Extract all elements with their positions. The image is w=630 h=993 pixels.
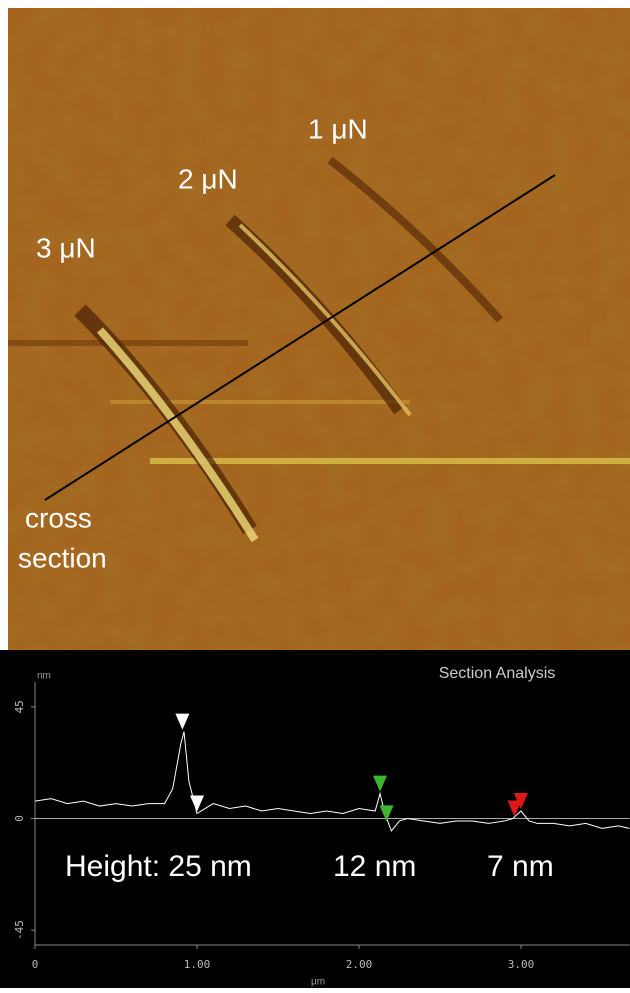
y-tick-label: -45 [13, 920, 26, 940]
y-tick-label: 45 [13, 700, 26, 713]
x-tick-label: 3.00 [508, 958, 535, 971]
height-annotation: 7 nm [487, 850, 554, 883]
chart-title: Section Analysis [439, 665, 556, 682]
height-annotation: Height: 25 nm [65, 850, 252, 883]
force-label: 2 μN [178, 163, 238, 194]
x-tick-label: 1.00 [184, 958, 211, 971]
x-label: μm [311, 977, 325, 988]
y-unit: nm [37, 671, 51, 682]
y-tick-label: 0 [13, 815, 26, 822]
force-label: 3 μN [36, 232, 96, 263]
x-tick-label: 0 [32, 958, 39, 971]
x-tick-label: 2.00 [346, 958, 373, 971]
note: section [18, 542, 107, 573]
note: cross [25, 502, 92, 533]
height-annotation: 12 nm [333, 850, 416, 883]
figure: 1 μN 2 μN 3 μN cross section Section Ana… [0, 0, 630, 988]
plot-background [0, 650, 630, 988]
force-label: 1 μN [308, 113, 368, 144]
